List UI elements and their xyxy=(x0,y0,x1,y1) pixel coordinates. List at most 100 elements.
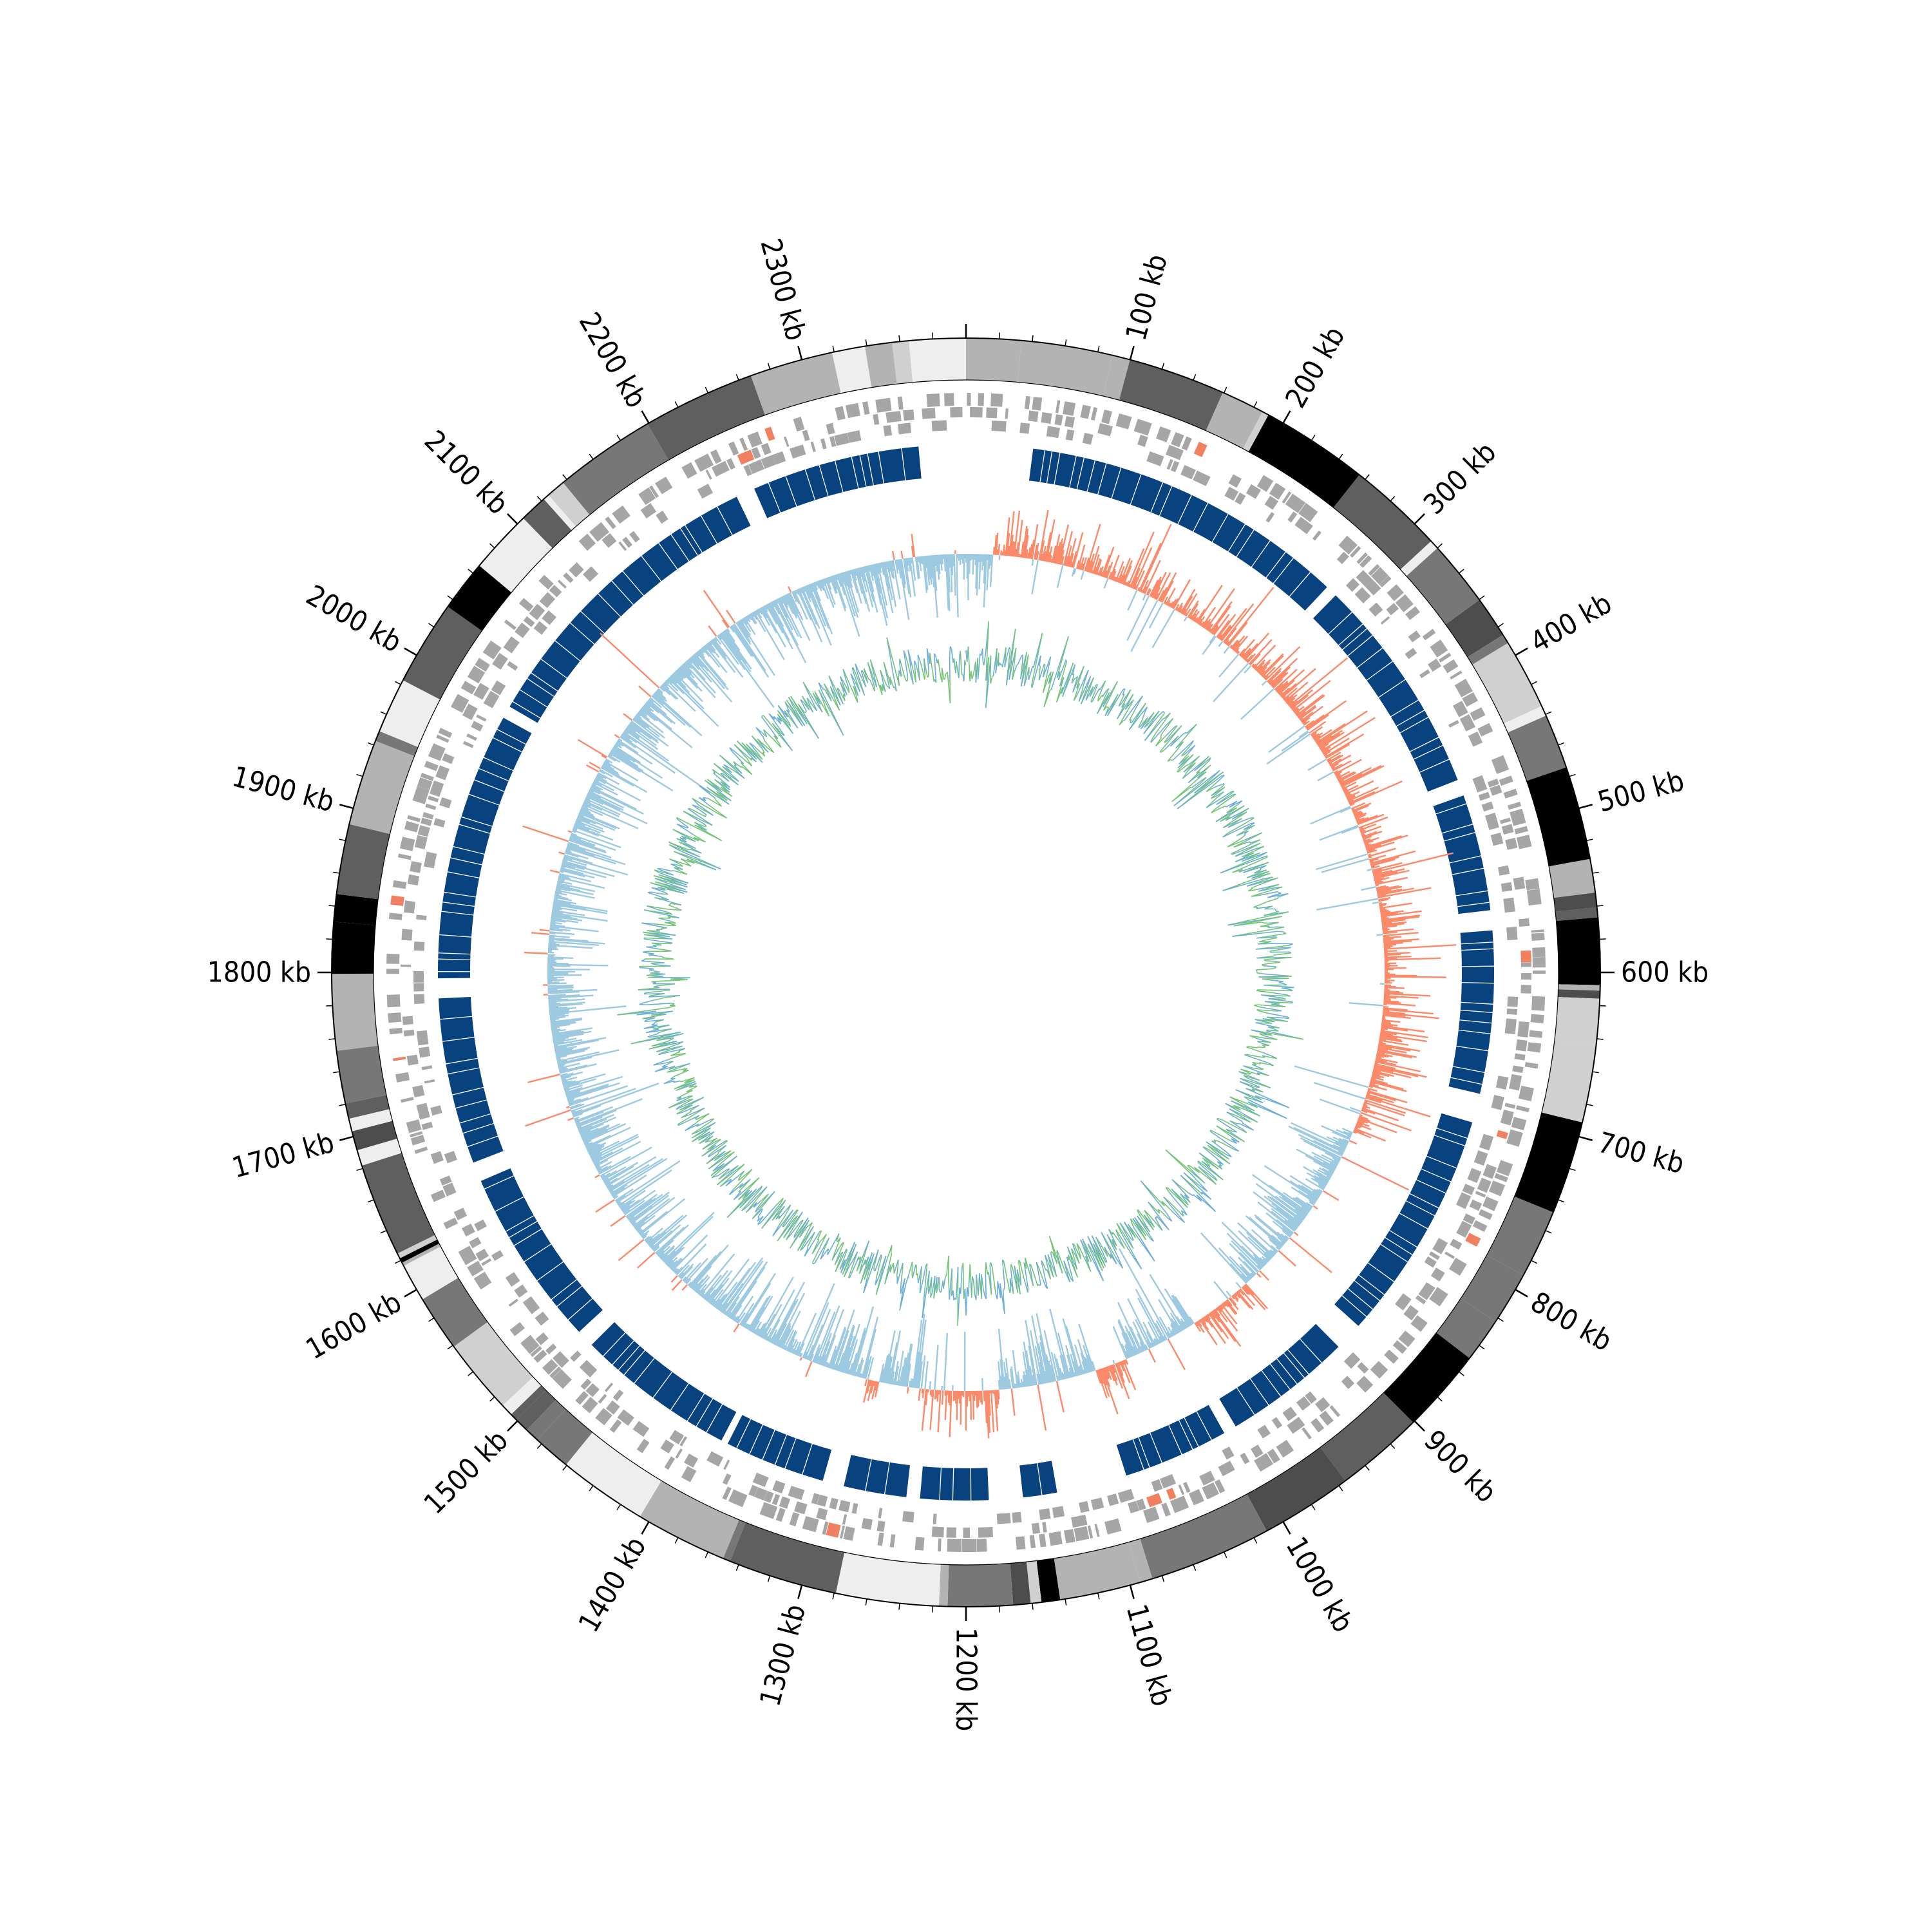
gc-skew-bar xyxy=(888,1342,898,1385)
gc-content-segment xyxy=(1264,973,1278,976)
gc-skew-bar xyxy=(776,598,793,630)
gc-skew-bar xyxy=(937,1390,942,1433)
feature-tile xyxy=(403,1029,415,1037)
gc-skew-bar xyxy=(693,654,709,672)
gc-skew-bar xyxy=(1103,1367,1110,1379)
gc-content-segment xyxy=(746,1177,760,1189)
synteny-block xyxy=(1087,460,1106,495)
gc-content-segment xyxy=(1170,759,1172,761)
gc-skew-track xyxy=(522,509,1457,1439)
gc-skew-bar xyxy=(578,1125,592,1133)
gc-skew-bar xyxy=(1148,1349,1156,1363)
gc-skew-bar xyxy=(562,1080,573,1084)
gc-skew-bar xyxy=(562,1076,578,1083)
gc-skew-bar xyxy=(585,1135,611,1148)
gc-content-segment xyxy=(647,1033,658,1037)
gc-skew-bar xyxy=(554,1046,567,1050)
gc-skew-bar xyxy=(588,1145,605,1155)
gc-skew-bar xyxy=(1365,1097,1381,1104)
gc-content-segment xyxy=(1144,719,1163,741)
gc-skew-bar xyxy=(1120,1361,1131,1383)
gc-content-segment xyxy=(1028,667,1030,675)
feature-tile xyxy=(802,1516,819,1533)
feature-tile xyxy=(1319,1410,1334,1426)
gc-skew-bar xyxy=(1278,1195,1307,1217)
gc-skew-bar xyxy=(1267,668,1282,683)
gc-skew-bar xyxy=(1287,700,1294,706)
gc-content-segment xyxy=(757,752,763,760)
gc-skew-bar xyxy=(1283,687,1298,701)
gc-skew-bar xyxy=(1293,1197,1311,1211)
gc-content-segment xyxy=(757,1215,764,1222)
gc-skew-bar xyxy=(1032,1374,1036,1386)
gc-skew-bar xyxy=(1356,817,1369,823)
gc-skew-bar xyxy=(564,1089,570,1093)
gc-content-segment xyxy=(889,676,895,688)
gc-content-segment xyxy=(732,751,744,764)
gc-content-segment xyxy=(663,1077,676,1084)
synteny-block xyxy=(727,1415,751,1448)
synteny-block xyxy=(1385,1231,1417,1255)
gc-skew-bar xyxy=(733,1316,737,1321)
gc-content-segment xyxy=(1106,689,1124,717)
gc-skew-bar xyxy=(553,1044,558,1047)
gc-skew-bar xyxy=(1197,618,1202,625)
gc-skew-bar xyxy=(746,1324,751,1330)
synteny-block xyxy=(1184,1411,1211,1446)
contig-band xyxy=(1320,1392,1414,1481)
feature-tile xyxy=(656,510,668,524)
feature-tile xyxy=(878,1508,883,1519)
gc-skew-bar xyxy=(525,1109,571,1127)
contig-band xyxy=(523,498,572,549)
feature-tile xyxy=(1365,580,1381,596)
gc-skew-bar xyxy=(688,1255,717,1287)
gc-skew-bar xyxy=(638,1229,643,1234)
gc-skew-bar xyxy=(1362,1106,1367,1109)
gc-content-segment xyxy=(1151,733,1157,741)
gc-skew-bar xyxy=(817,1356,822,1365)
gc-skew-bar xyxy=(1207,1313,1211,1317)
gc-skew-bar xyxy=(1036,551,1039,560)
gc-content-segment xyxy=(1251,1098,1264,1103)
gc-skew-bar xyxy=(1270,1249,1276,1255)
gc-skew-bar xyxy=(1124,1332,1137,1356)
gc-skew-bar xyxy=(1358,1119,1368,1124)
gc-skew-bar xyxy=(1222,1302,1227,1307)
gc-skew-bar xyxy=(810,583,830,629)
gc-content-segment xyxy=(1112,1231,1119,1241)
gc-content-segment xyxy=(1229,1108,1241,1117)
tick-label: 100 kb xyxy=(1120,251,1175,345)
gc-skew-bar xyxy=(1311,1151,1338,1166)
gc-skew-bar xyxy=(592,1151,613,1163)
gc-skew-bar xyxy=(563,858,587,866)
gc-skew-bar xyxy=(614,734,620,739)
gc-skew-bar xyxy=(1380,1030,1428,1039)
gc-content-segment xyxy=(644,938,673,944)
gc-skew-bar xyxy=(826,1363,830,1368)
gc-content-segment xyxy=(833,697,840,711)
gc-content-segment xyxy=(686,829,694,835)
gc-skew-bar xyxy=(1142,594,1146,601)
gc-skew-bar xyxy=(1312,1160,1334,1173)
gc-skew-bar xyxy=(1352,1131,1357,1134)
gc-skew-bar xyxy=(670,675,705,710)
gc-skew-bar xyxy=(1216,620,1230,638)
gc-skew-bar xyxy=(1319,1098,1361,1115)
feature-tile xyxy=(386,994,401,1008)
gc-skew-bar xyxy=(1274,1195,1306,1219)
feature-tile xyxy=(950,407,963,418)
gc-skew-bar xyxy=(793,590,808,620)
gc-skew-bar xyxy=(824,578,828,584)
synteny-block xyxy=(1435,804,1473,833)
tick-label: 600 kb xyxy=(1621,956,1709,989)
gc-skew-bar xyxy=(880,1368,885,1383)
feature-tile xyxy=(1080,404,1091,419)
gc-skew-bar xyxy=(616,741,624,747)
feature-tile xyxy=(1271,1417,1283,1429)
gc-skew-bar xyxy=(651,695,686,726)
gc-skew-bar xyxy=(1322,748,1329,754)
gc-content-segment xyxy=(977,654,981,679)
gc-skew-bar xyxy=(1119,558,1132,584)
feature-tile xyxy=(751,447,761,459)
gc-skew-bar xyxy=(842,572,848,587)
